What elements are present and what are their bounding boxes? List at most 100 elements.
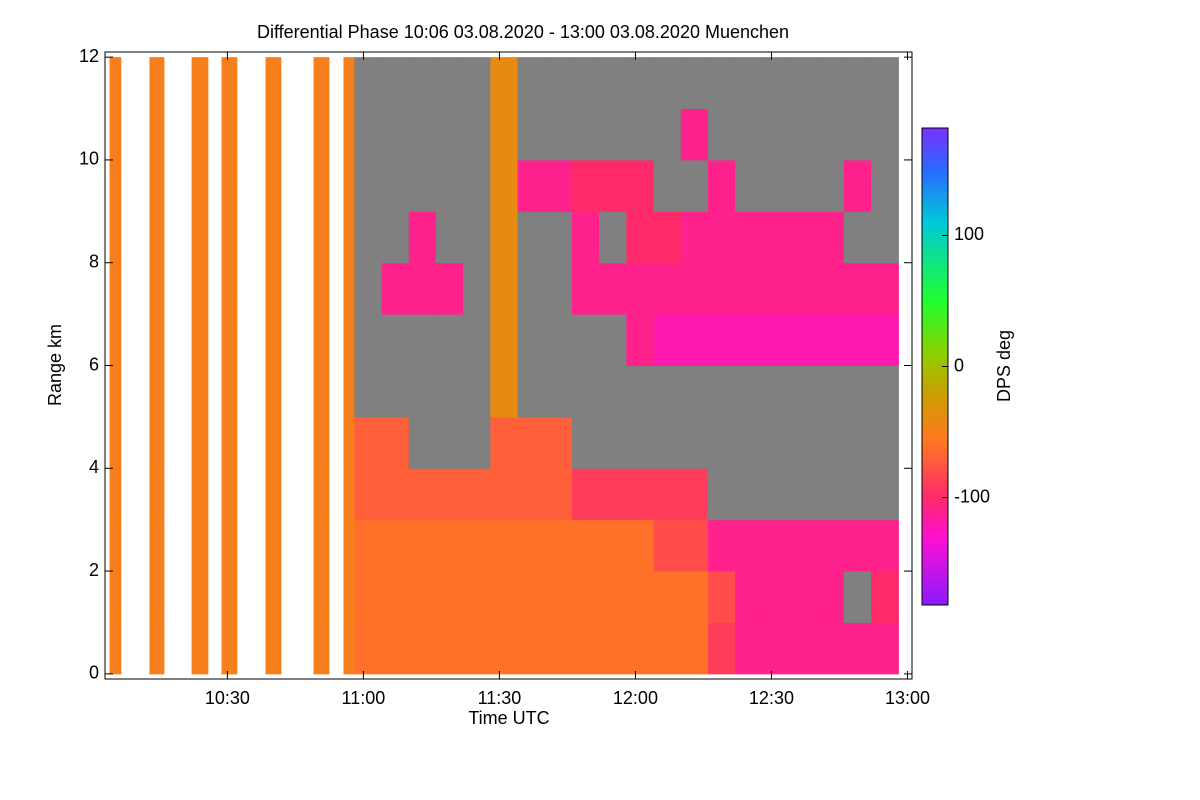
heatmap-cell (599, 314, 627, 366)
x-tick-label: 11:00 (342, 688, 386, 708)
heatmap-cell (816, 262, 845, 315)
heatmap-cell (871, 211, 899, 264)
heatmap-cell (517, 159, 546, 212)
y-tick-label: 4 (89, 457, 99, 477)
heatmap-cell (571, 211, 600, 264)
heatmap-cell (490, 622, 519, 675)
heatmap-cell (463, 468, 491, 521)
heatmap-cell (789, 108, 818, 161)
heatmap-cell (626, 416, 655, 469)
heatmap-cell (408, 416, 437, 469)
heatmap-cell (381, 57, 410, 110)
heatmap-cell (762, 159, 791, 212)
heatmap-cell (762, 365, 791, 418)
heatmap-cell (735, 262, 763, 315)
data-gap (281, 52, 314, 679)
heatmap-cell (871, 108, 899, 161)
heatmap-cell (653, 211, 682, 264)
heatmap-cell (735, 108, 763, 161)
heatmap-cell (435, 365, 464, 418)
heatmap-cell (435, 57, 464, 110)
heatmap-cell (517, 519, 546, 572)
heatmap-cell (707, 468, 736, 521)
heatmap-cell (680, 108, 709, 161)
heatmap-cell (544, 571, 573, 623)
heatmap-cell (680, 159, 709, 212)
heatmap-cell (626, 262, 655, 315)
chart-title: Differential Phase 10:06 03.08.2020 - 13… (257, 22, 789, 42)
heatmap-cell (490, 57, 519, 110)
heatmap-cell (843, 262, 872, 315)
heatmap-cell (653, 416, 682, 469)
heatmap-cell (408, 314, 437, 366)
heatmap-cell (707, 365, 736, 418)
heatmap-cell (599, 416, 627, 469)
heatmap-cell (762, 211, 791, 264)
heatmap-cell (544, 468, 573, 521)
heatmap-cell (571, 622, 600, 675)
heatmap-cell (435, 519, 464, 572)
heatmap-cell (843, 108, 872, 161)
heatmap-cell (707, 262, 736, 315)
heatmap-cell (354, 622, 383, 675)
heatmap-cell (408, 211, 437, 264)
heatmap-cell (626, 211, 655, 264)
heatmap-cell (354, 365, 383, 418)
y-tick-label: 2 (89, 560, 99, 580)
heatmap-cell (762, 622, 791, 675)
y-tick-label: 6 (89, 354, 99, 374)
heatmap-cell (571, 365, 600, 418)
heatmap-cell (517, 314, 546, 366)
heatmap-cell (735, 519, 763, 572)
heatmap-cell (463, 519, 491, 572)
heatmap-cell (789, 211, 818, 264)
heatmap-cell (680, 622, 709, 675)
heatmap-cell (735, 57, 763, 110)
heatmap-cell (843, 57, 872, 110)
heatmap-cell (789, 468, 818, 521)
heatmap-cell (463, 622, 491, 675)
heatmap-cell (435, 468, 464, 521)
heatmap-cell (843, 519, 872, 572)
heatmap-cell (408, 159, 437, 212)
heatmap-cell (408, 468, 437, 521)
heatmap-cell (435, 314, 464, 366)
heatmap-cell (762, 262, 791, 315)
heatmap-cell (707, 57, 736, 110)
heatmap-cell (544, 365, 573, 418)
heatmap-cell (354, 262, 383, 315)
data-gap (329, 52, 344, 679)
heatmap-cell (463, 416, 491, 469)
heatmap-cell (599, 468, 627, 521)
data-gap (121, 52, 150, 679)
heatmap-cell (843, 211, 872, 264)
heatmap-cell (381, 622, 410, 675)
heatmap-cell (762, 416, 791, 469)
heatmap-cell (463, 108, 491, 161)
heatmap-cell (517, 416, 546, 469)
heatmap-cell (871, 468, 899, 521)
heatmap-cell (735, 416, 763, 469)
heatmap-cell (626, 57, 655, 110)
heatmap-cell (816, 622, 845, 675)
heatmap-cell (544, 57, 573, 110)
heatmap-cell (517, 262, 546, 315)
heatmap-cell (816, 365, 845, 418)
heatmap-cell (571, 108, 600, 161)
heatmap-cell (517, 468, 546, 521)
heatmap-cell (490, 108, 519, 161)
colorbar-tick-label: -100 (954, 486, 990, 506)
heatmap-cell (354, 468, 383, 521)
heatmap-cell (762, 468, 791, 521)
x-tick-label: 13:00 (885, 688, 930, 708)
heatmap-cell (843, 416, 872, 469)
heatmap-cell (408, 365, 437, 418)
heatmap-cell (354, 211, 383, 264)
heatmap-cell (490, 571, 519, 623)
heatmap-cell (354, 108, 383, 161)
heatmap-cell (599, 159, 627, 212)
heatmap-cell (680, 262, 709, 315)
heatmap-cell (789, 416, 818, 469)
heatmap-cell (571, 159, 600, 212)
heatmap-cell (544, 108, 573, 161)
